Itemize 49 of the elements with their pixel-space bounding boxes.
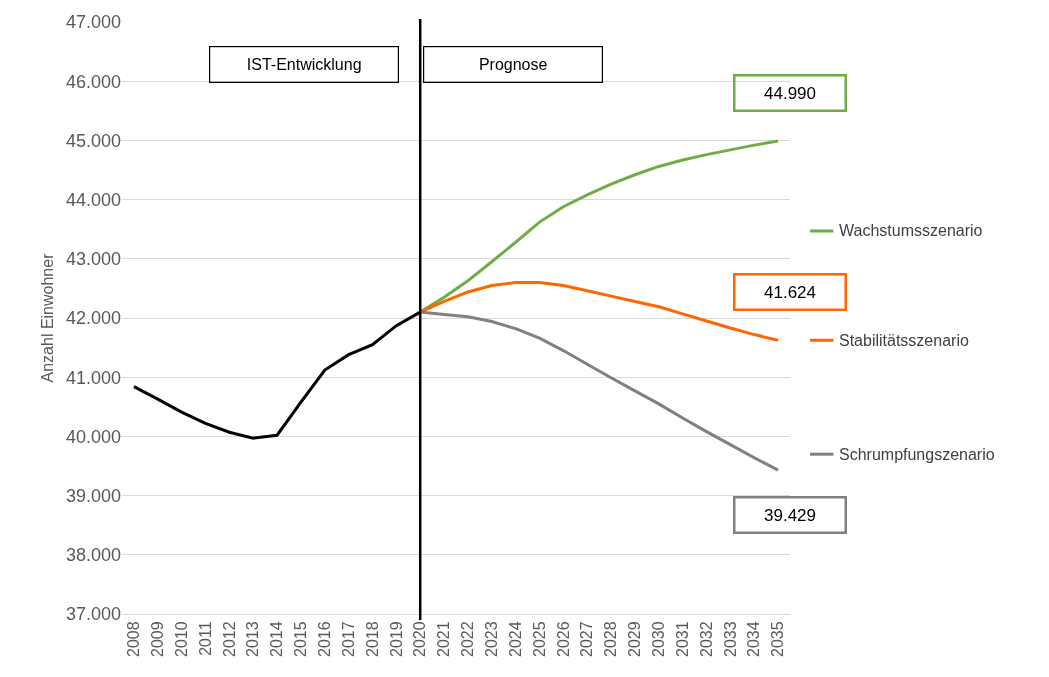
x-tick-label: 2019 [387, 621, 405, 657]
x-tick-label: 2026 [554, 621, 572, 657]
line-series [418, 310, 780, 472]
x-tick-label: 2010 [172, 621, 190, 657]
annotation: 44.990 [764, 83, 816, 103]
x-tick-label: 2022 [459, 621, 477, 657]
y-tick-label: 47.000 [65, 12, 121, 33]
y-tick-label: 44.000 [65, 189, 121, 210]
y-tick-label: 41.000 [65, 367, 121, 388]
x-tick-label: 2014 [268, 621, 286, 657]
x-tick-label: 2023 [482, 621, 500, 657]
y-tick-label: 42.000 [65, 308, 121, 329]
legend-label: Stabilitätsszenario [839, 332, 969, 349]
annotation: Prognose [478, 56, 548, 74]
x-tick-label: 2018 [363, 621, 381, 657]
annotation: IST-Entwicklung [246, 56, 362, 74]
annotation: 39.429 [764, 505, 816, 525]
y-tick-label: 43.000 [65, 249, 121, 270]
y-tick-label: 39.000 [65, 485, 121, 506]
x-tick-label: 2031 [673, 621, 691, 657]
x-tick-label: 2030 [649, 621, 667, 657]
x-tick-label: 2020 [411, 621, 429, 657]
x-tick-label: 2029 [626, 621, 644, 657]
x-tick-label: 2013 [244, 621, 262, 657]
legend-label: Wachstumsszenario [839, 222, 983, 239]
x-tick-label: 2034 [745, 621, 763, 657]
x-tick-label: 2027 [578, 621, 596, 657]
x-tick-label: 2016 [315, 621, 333, 657]
y-tick-label: 45.000 [65, 130, 121, 151]
x-tick-label: 2008 [125, 621, 143, 657]
x-tick-label: 2033 [721, 621, 739, 657]
x-tick-label: 2028 [602, 621, 620, 657]
x-tick-label: 2017 [339, 621, 357, 657]
x-tick-label: 2021 [435, 621, 453, 657]
x-tick-label: 2032 [697, 621, 715, 657]
x-tick-label: 2015 [292, 621, 310, 657]
x-tick-label: 2012 [220, 621, 238, 657]
y-tick-label: 46.000 [65, 71, 121, 92]
x-tick-label: 2011 [196, 621, 214, 656]
y-tick-label: 37.000 [65, 604, 121, 625]
y-tick-label: 38.000 [65, 545, 121, 566]
x-tick-label: 2025 [530, 621, 548, 657]
y-axis-title: Anzahl Einwohner [38, 252, 56, 383]
y-tick-label: 40.000 [65, 426, 121, 447]
x-tick-label: 2009 [148, 621, 166, 657]
x-tick-label: 2024 [506, 621, 524, 657]
annotation: 41.624 [764, 282, 816, 302]
legend-label: Schrumpfungszenario [839, 446, 995, 463]
x-tick-label: 2035 [769, 621, 787, 657]
